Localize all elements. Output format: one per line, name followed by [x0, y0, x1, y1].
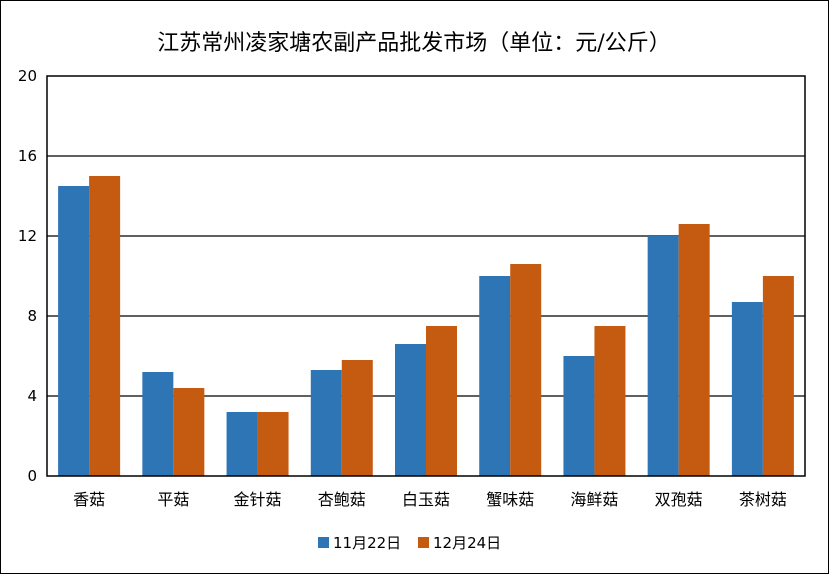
- bar-series1: [647, 236, 679, 476]
- y-tick-label: 8: [27, 307, 37, 325]
- x-category-label: 茶树菇: [739, 490, 787, 509]
- bar-series2: [89, 176, 121, 476]
- legend: 11月22日 12月24日: [318, 534, 501, 552]
- x-category-label: 白玉菇: [402, 490, 450, 509]
- bar-series2: [257, 412, 289, 476]
- bar-series1: [731, 302, 763, 476]
- bar-series2: [510, 264, 542, 476]
- y-tick-label: 4: [27, 387, 37, 405]
- bar-series1: [142, 372, 174, 476]
- bars: [58, 176, 794, 476]
- bar-series2: [678, 224, 710, 476]
- x-category-label: 双孢菇: [655, 490, 703, 509]
- x-category-label: 平菇: [157, 490, 189, 509]
- y-tick-label: 0: [27, 467, 37, 485]
- legend-label: 12月24日: [433, 534, 501, 552]
- bar-series2: [341, 360, 373, 476]
- plot-area-border: [46, 75, 806, 477]
- legend-swatch: [418, 537, 429, 548]
- y-tick-label: 12: [18, 227, 37, 245]
- bar-series1: [479, 276, 511, 476]
- legend-label: 11月22日: [333, 534, 401, 552]
- bar-series1: [563, 356, 595, 476]
- bar-series1: [58, 186, 90, 476]
- x-category-label: 金针菇: [234, 490, 282, 509]
- y-tick-label: 16: [18, 147, 37, 165]
- bar-series1: [310, 370, 342, 476]
- x-category-label: 香菇: [73, 490, 105, 509]
- bar-series1: [226, 412, 258, 476]
- x-axis-categories: 香菇 平菇 金针菇 杏鲍菇 白玉菇 蟹味菇 海鲜菇 双孢菇 茶树菇: [73, 490, 787, 509]
- legend-swatch: [318, 537, 329, 548]
- x-category-label: 杏鲍菇: [318, 490, 366, 509]
- bar-series2: [173, 388, 205, 476]
- bar-series2: [426, 326, 457, 476]
- bar-series2: [594, 326, 626, 476]
- x-category-label: 海鲜菇: [570, 490, 618, 509]
- y-tick-label: 20: [18, 67, 37, 85]
- x-category-label: 蟹味菇: [486, 490, 534, 509]
- bar-series1: [395, 344, 426, 476]
- bar-series2: [762, 276, 794, 476]
- chart-title: 江苏常州凌家塘农副产品批发市场（单位：元/公斤）: [157, 31, 670, 56]
- y-axis-ticks: 0 4 8 12 16 20: [18, 67, 37, 485]
